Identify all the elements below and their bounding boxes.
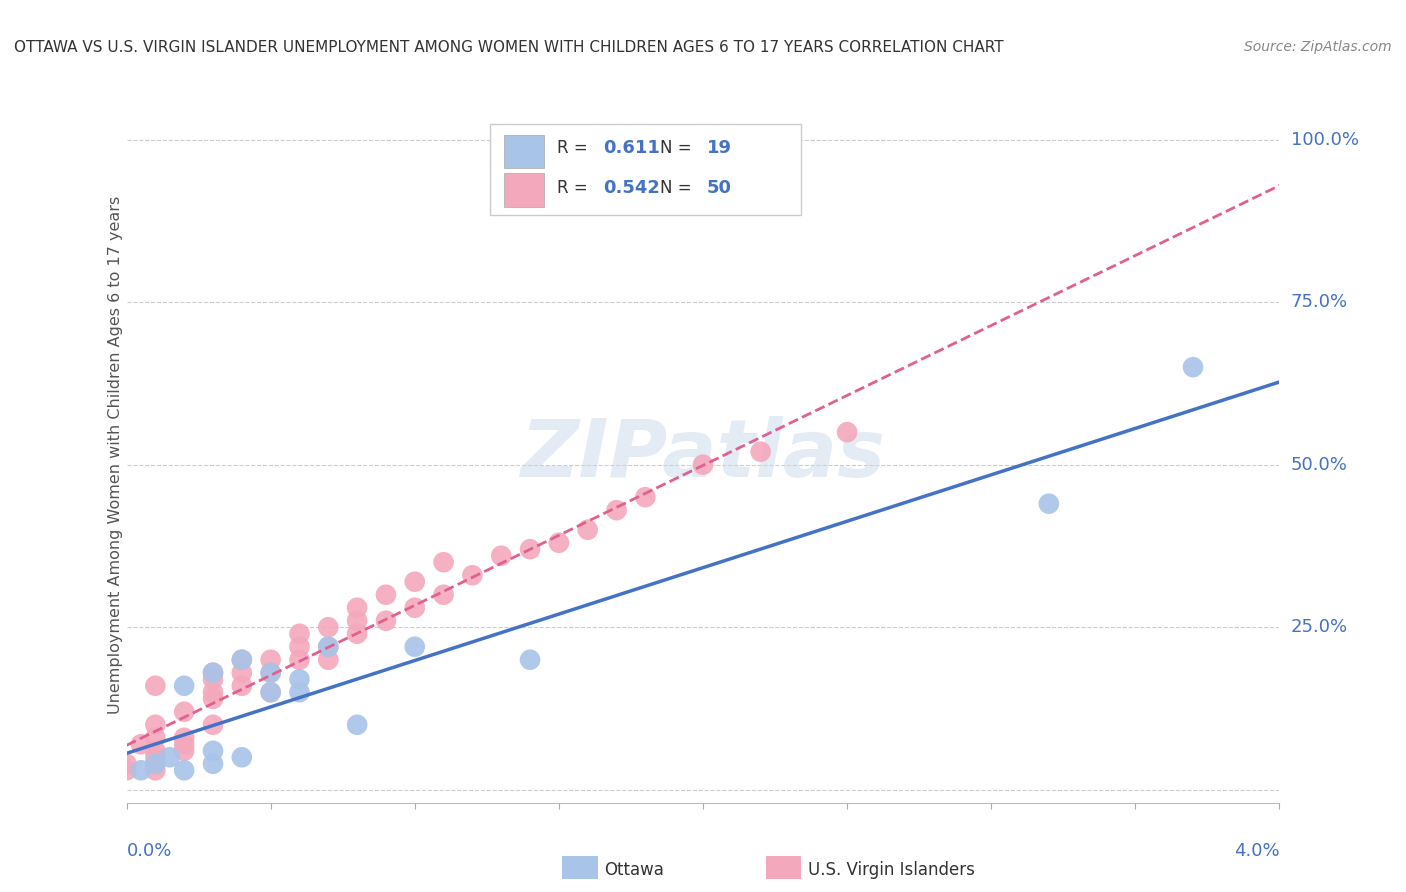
Point	[202, 665, 225, 680]
Point	[145, 756, 166, 771]
Point	[461, 568, 484, 582]
Text: 4.0%: 4.0%	[1234, 842, 1279, 860]
Text: R =: R =	[557, 139, 592, 157]
Point	[288, 685, 311, 699]
Text: N =: N =	[661, 179, 697, 197]
FancyBboxPatch shape	[489, 124, 801, 215]
Point	[259, 653, 281, 667]
Point	[346, 626, 368, 640]
Text: 0.0%: 0.0%	[127, 842, 172, 860]
Text: 0.542: 0.542	[603, 179, 659, 197]
Point	[288, 640, 311, 654]
Text: ZIPatlas: ZIPatlas	[520, 416, 886, 494]
Point	[173, 731, 195, 745]
Point	[145, 679, 166, 693]
Point	[202, 756, 225, 771]
Point	[346, 718, 368, 732]
Point	[173, 764, 195, 778]
Point	[259, 665, 281, 680]
Point	[404, 600, 426, 615]
Point	[202, 744, 225, 758]
Text: U.S. Virgin Islanders: U.S. Virgin Islanders	[808, 861, 976, 879]
Point	[145, 718, 166, 732]
Point	[231, 653, 253, 667]
Point	[173, 737, 195, 751]
Point	[1181, 360, 1204, 375]
Point	[115, 756, 138, 771]
Point	[145, 731, 166, 745]
Point	[259, 685, 281, 699]
Point	[145, 756, 166, 771]
Point	[749, 444, 772, 458]
Text: 100.0%: 100.0%	[1291, 130, 1358, 149]
Y-axis label: Unemployment Among Women with Children Ages 6 to 17 years: Unemployment Among Women with Children A…	[108, 196, 122, 714]
Point	[634, 490, 657, 504]
Text: 50.0%: 50.0%	[1291, 456, 1347, 474]
Point	[576, 523, 599, 537]
Point	[1038, 497, 1060, 511]
Point	[173, 679, 195, 693]
Point	[318, 640, 340, 654]
Point	[173, 705, 195, 719]
Point	[259, 685, 281, 699]
Point	[231, 653, 253, 667]
Point	[318, 620, 340, 634]
Point	[288, 653, 311, 667]
Text: Source: ZipAtlas.com: Source: ZipAtlas.com	[1244, 40, 1392, 54]
Point	[202, 718, 225, 732]
FancyBboxPatch shape	[503, 173, 544, 207]
Point	[404, 574, 426, 589]
Point	[835, 425, 858, 439]
Point	[346, 600, 368, 615]
Point	[519, 653, 541, 667]
Text: OTTAWA VS U.S. VIRGIN ISLANDER UNEMPLOYMENT AMONG WOMEN WITH CHILDREN AGES 6 TO : OTTAWA VS U.S. VIRGIN ISLANDER UNEMPLOYM…	[14, 40, 1004, 55]
Text: 75.0%: 75.0%	[1291, 293, 1348, 311]
Point	[318, 653, 340, 667]
Point	[489, 549, 512, 563]
Point	[129, 737, 152, 751]
Point	[288, 672, 311, 686]
Point	[115, 764, 138, 778]
Text: R =: R =	[557, 179, 592, 197]
Point	[433, 555, 456, 569]
Point	[202, 665, 225, 680]
Point	[692, 458, 714, 472]
Point	[202, 691, 225, 706]
Point	[202, 672, 225, 686]
Point	[519, 542, 541, 557]
Point	[433, 588, 456, 602]
FancyBboxPatch shape	[503, 135, 544, 169]
Point	[145, 764, 166, 778]
Point	[173, 744, 195, 758]
Point	[606, 503, 628, 517]
Point	[374, 588, 398, 602]
Point	[259, 665, 281, 680]
Point	[548, 535, 571, 549]
Text: 50: 50	[706, 179, 731, 197]
Text: Ottawa: Ottawa	[605, 861, 665, 879]
Text: 25.0%: 25.0%	[1291, 618, 1348, 636]
Point	[318, 640, 340, 654]
Point	[145, 744, 166, 758]
Point	[159, 750, 181, 764]
Point	[374, 614, 398, 628]
Point	[129, 764, 152, 778]
Point	[145, 750, 166, 764]
Point	[404, 640, 426, 654]
Text: N =: N =	[661, 139, 697, 157]
Point	[231, 750, 253, 764]
Point	[288, 626, 311, 640]
Text: 0.611: 0.611	[603, 139, 659, 157]
Text: 19: 19	[706, 139, 731, 157]
Point	[231, 679, 253, 693]
Point	[346, 614, 368, 628]
Point	[202, 685, 225, 699]
Point	[231, 665, 253, 680]
